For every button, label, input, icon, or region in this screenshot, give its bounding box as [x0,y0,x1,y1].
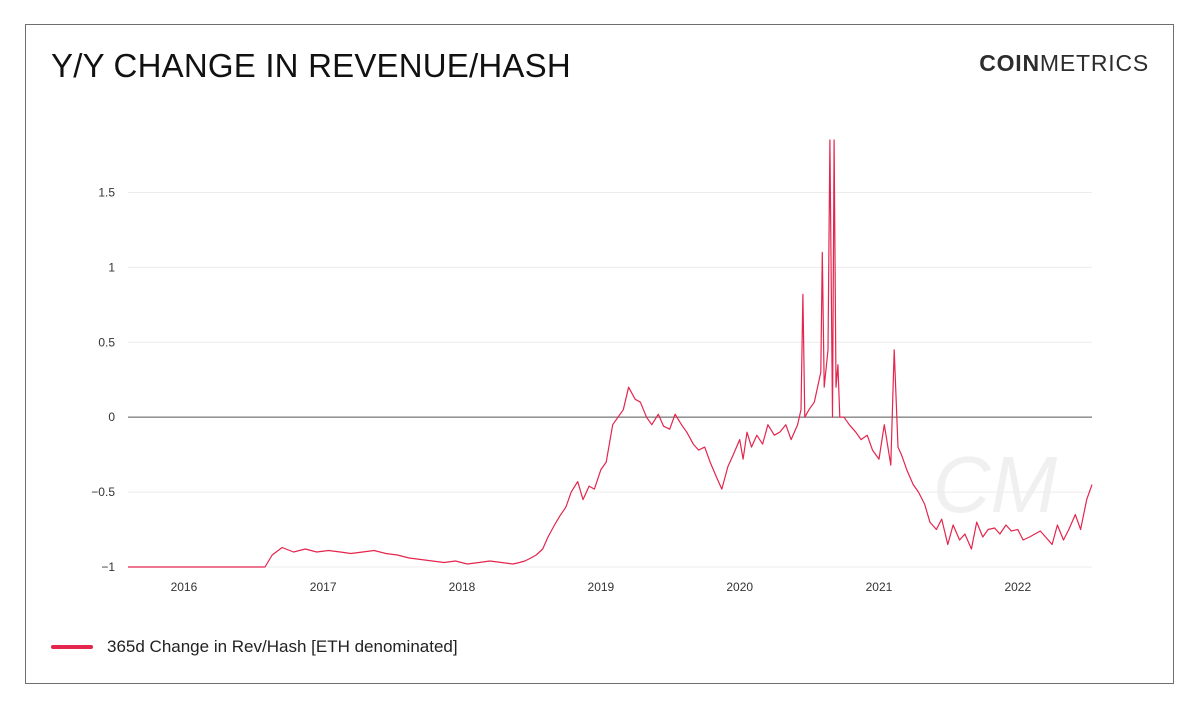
brand-logo-bold: COIN [979,50,1040,76]
grid-lines [128,191,1092,568]
legend[interactable]: 365d Change in Rev/Hash [ETH denominated… [51,637,458,657]
y-tick-label: 1.5 [98,185,115,199]
y-tick-label: −1 [101,560,115,574]
watermark: CM [933,440,1058,529]
x-tick-label: 2019 [588,580,615,594]
legend-swatch [51,645,93,649]
brand-logo-light: METRICS [1039,50,1149,76]
brand-logo: COINMETRICS [979,50,1149,77]
x-tick-label: 2016 [171,580,198,594]
x-tick-label: 2021 [866,580,893,594]
y-tick-label: 0 [108,410,115,424]
watermark-text: CM [933,440,1058,529]
series-layer [128,139,1093,568]
x-tick-label: 2017 [310,580,337,594]
y-tick-label: −0.5 [91,485,115,499]
x-tick-label: 2018 [449,580,476,594]
legend-label: 365d Change in Rev/Hash [ETH denominated… [107,637,458,656]
chart-title: Y/Y CHANGE IN REVENUE/HASH [51,47,571,84]
y-tick-label: 0.5 [98,335,115,349]
x-tick-label: 2022 [1004,580,1031,594]
series-line [128,139,1093,568]
x-tick-label: 2020 [726,580,753,594]
y-axis: 1.5 1 0.5 0 −0.5 −1 [91,185,115,574]
y-tick-label: 1 [108,260,115,274]
x-axis: 2016 2017 2018 2019 2020 2021 2022 [171,580,1032,594]
chart-card: Y/Y CHANGE IN REVENUE/HASH COINMETRICS 3… [25,24,1174,684]
